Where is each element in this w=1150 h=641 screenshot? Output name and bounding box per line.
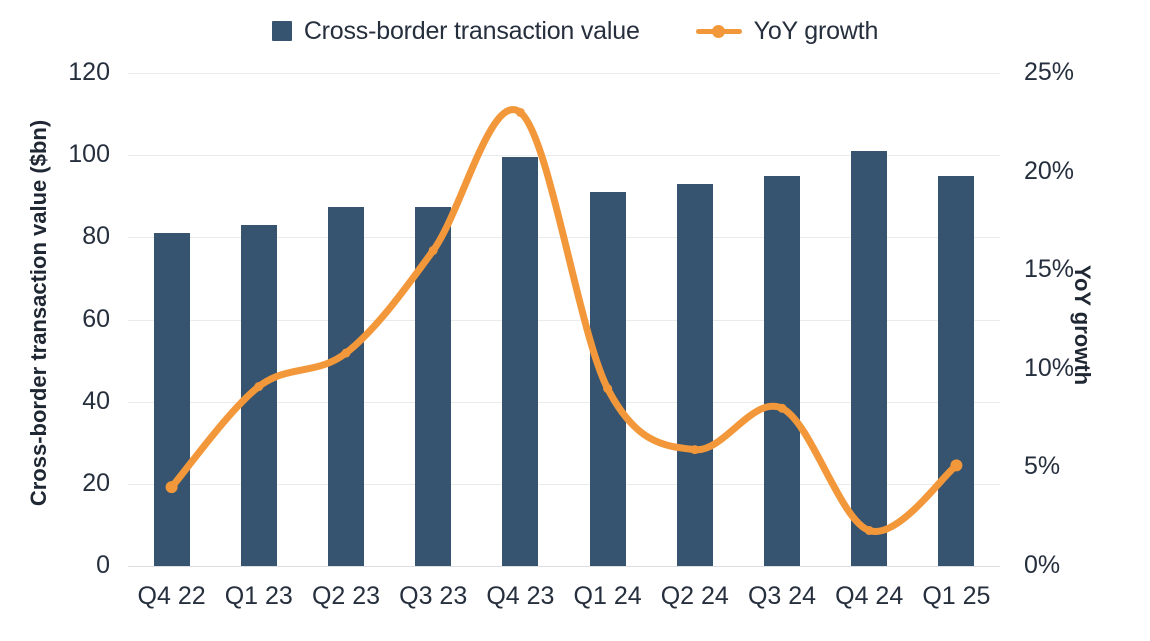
x-axis-tick-label: Q1 24: [573, 582, 642, 610]
x-axis-tick-label: Q2 23: [311, 582, 381, 610]
y-axis-right-tick-label: 15%: [1024, 255, 1075, 284]
gridline: [128, 401, 1000, 403]
bar[interactable]: [676, 183, 713, 566]
gridline: [128, 73, 1000, 74]
legend-label-line: YoY growth: [753, 16, 879, 45]
y-axis-left-tick-label: 120: [68, 58, 110, 86]
x-axis-tick-label: Q4 22: [137, 582, 206, 610]
line-point-marker[interactable]: [603, 384, 613, 394]
x-axis-tick-label: Q4 24: [835, 582, 904, 610]
bar[interactable]: [938, 175, 975, 566]
y-axis-left-tick-label: 0: [96, 551, 110, 579]
y-axis-left-tick-label: 100: [68, 140, 110, 169]
bar[interactable]: [764, 175, 800, 566]
bar[interactable]: [153, 233, 190, 566]
legend-label-bars: Cross-border transaction value: [303, 16, 640, 45]
bar[interactable]: [502, 157, 539, 566]
line-point-marker[interactable]: [515, 107, 525, 117]
legend-item-line[interactable]: YoY growth: [695, 16, 879, 46]
line-point-marker[interactable]: [341, 348, 351, 358]
legend-item-bars[interactable]: Cross-border transaction value: [271, 16, 640, 46]
x-axis-tick-label: Q3 24: [747, 582, 817, 610]
line-point-marker[interactable]: [690, 445, 700, 455]
gridline: [128, 483, 1000, 485]
line-point-marker[interactable]: [254, 382, 264, 392]
y-axis-right-tick-label: 20%: [1024, 156, 1075, 185]
y-axis-right-tick-label: 10%: [1024, 353, 1075, 382]
gridline: [128, 155, 1000, 157]
y-axis-left-tick-label: 80: [82, 222, 110, 251]
line-marker-icon: [695, 22, 742, 40]
y-axis-left-tick-label: 20: [82, 468, 110, 497]
y-axis-left-tick-label: 40: [82, 386, 110, 415]
line-point-marker[interactable]: [950, 459, 963, 472]
y-axis-right-tick-label: 0%: [1024, 551, 1061, 579]
line-point-marker[interactable]: [864, 526, 874, 535]
x-axis-tick-label: Q1 25: [922, 582, 991, 610]
bar-swatch-icon: [271, 21, 292, 41]
line-point-marker[interactable]: [165, 481, 178, 494]
y-axis-right-tick-label: 5%: [1024, 452, 1061, 481]
plot-area: [128, 73, 1000, 567]
bar[interactable]: [851, 151, 888, 566]
x-axis-tick-label: Q2 24: [660, 582, 729, 610]
gridline: [128, 566, 1000, 567]
gridline: [128, 319, 1000, 321]
x-axis-tick-label: Q3 23: [399, 582, 468, 610]
line-point-marker[interactable]: [777, 403, 787, 413]
bar[interactable]: [589, 192, 626, 566]
y-axis-left-tick-label: 60: [82, 304, 110, 333]
line-series: [165, 106, 963, 535]
chart-legend: Cross-border transaction value YoY growt…: [0, 10, 1150, 52]
x-axis-tick-label: Q1 23: [224, 582, 293, 610]
x-axis-tick-label: Q4 23: [486, 582, 555, 610]
bar[interactable]: [328, 206, 364, 566]
y-axis-right-tick-label: 25%: [1024, 58, 1075, 86]
line-point-marker[interactable]: [428, 245, 438, 255]
